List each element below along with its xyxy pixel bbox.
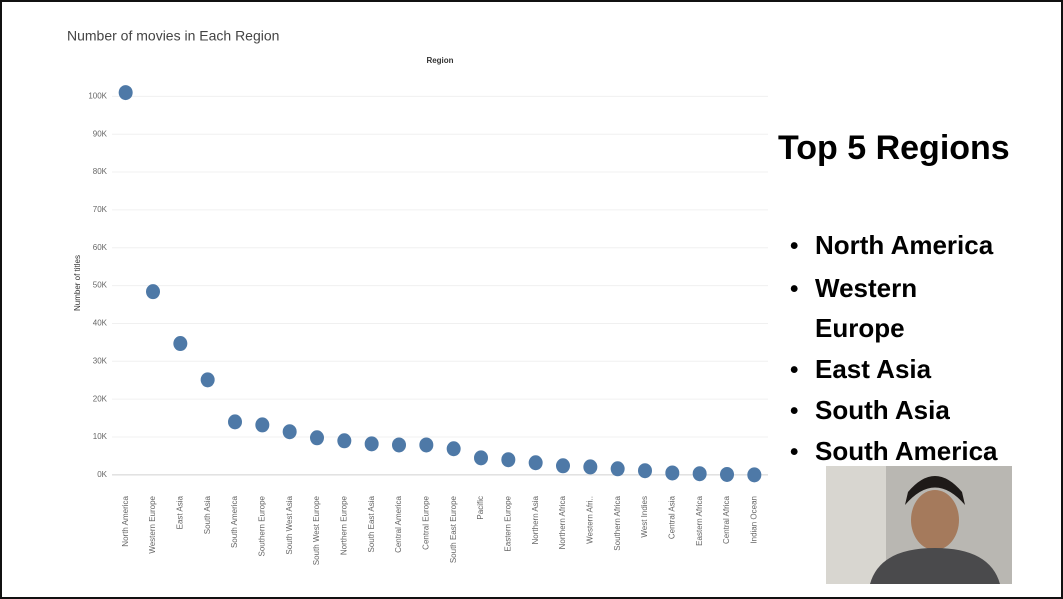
- x-tick-label: South West Europe: [312, 495, 321, 565]
- webcam-window: [826, 466, 886, 584]
- dot: [282, 424, 297, 440]
- dot: [173, 336, 188, 352]
- y-tick-label: 40K: [93, 319, 108, 328]
- y-tick-label: 90K: [93, 129, 108, 138]
- y-tick-label: 0K: [97, 470, 107, 479]
- webcam: [826, 466, 1012, 584]
- webcam-body: [870, 548, 1000, 584]
- dot: [392, 437, 406, 453]
- sidebar-item: North America: [815, 230, 994, 260]
- sidebar-item: Western: [815, 273, 917, 303]
- dot: [583, 459, 598, 475]
- y-tick-label: 50K: [93, 281, 108, 290]
- bullet: •: [790, 397, 798, 424]
- dot: [610, 461, 625, 477]
- x-tick-label: Western Europe: [148, 495, 157, 553]
- x-tick-label: East Asia: [175, 495, 184, 529]
- x-tick-label: Central Europe: [421, 495, 430, 549]
- x-tick-label: Central Asia: [667, 495, 676, 539]
- dot: [692, 466, 707, 482]
- dot: [310, 430, 324, 446]
- dot: [501, 452, 516, 468]
- sidebar-list: • North America • Western Europe • East Asia • S…: [790, 230, 998, 466]
- x-tick-label: Indian Ocean: [749, 496, 758, 544]
- x-tick-label: South Asia: [203, 495, 212, 534]
- x-tick-label: Southern Europe: [257, 495, 266, 556]
- y-tick-label: 70K: [93, 205, 108, 214]
- dot: [146, 284, 160, 300]
- sidebar-item: Europe: [815, 313, 905, 343]
- bullet: •: [790, 356, 798, 383]
- dot: [446, 441, 461, 457]
- chart-title: Number of movies in Each Region: [67, 28, 279, 44]
- bullet: •: [790, 438, 798, 465]
- x-tick-label: Western Afri..: [585, 496, 594, 544]
- x-tick-label: Central America: [394, 495, 403, 552]
- x-tick-label: Northern Asia: [531, 495, 540, 544]
- sidebar-item: South Asia: [815, 395, 950, 425]
- x-tick-label: West Indies: [640, 496, 649, 538]
- dot: [337, 433, 352, 449]
- dot: [419, 437, 434, 453]
- dot: [747, 467, 762, 483]
- x-tick-label: South East Asia: [367, 495, 376, 552]
- webcam-face: [911, 490, 959, 550]
- dot: [665, 465, 680, 481]
- x-tick-label: Eastern Europe: [503, 495, 512, 551]
- y-tick-label: 30K: [93, 356, 108, 365]
- x-tick-label: Northern Europe: [339, 495, 348, 555]
- y-tick-label: 10K: [93, 432, 108, 441]
- dot: [228, 414, 242, 430]
- sidebar-item: East Asia: [815, 354, 932, 384]
- webcam-hair: [905, 476, 965, 505]
- dot: [528, 455, 543, 471]
- x-tick-label: North America: [121, 495, 130, 546]
- y-tick-label: 20K: [93, 394, 108, 403]
- x-tick-label: Southern Africa: [613, 495, 622, 550]
- x-tick-label: Pacific: [476, 496, 485, 520]
- dot: [638, 463, 652, 479]
- y-tick-label: 80K: [93, 167, 108, 176]
- dot: [200, 372, 215, 388]
- dot: [118, 85, 133, 101]
- x-axis-title: Region: [426, 56, 453, 65]
- dot: [364, 436, 379, 452]
- x-tick-label: South America: [230, 495, 239, 548]
- x-tick-label: Central Africa: [722, 495, 731, 544]
- y-tick-label: 100K: [88, 91, 107, 100]
- y-tick-label: 60K: [93, 243, 108, 252]
- sidebar-item: South America: [815, 436, 998, 466]
- dot: [556, 458, 570, 474]
- dot: [474, 450, 488, 466]
- x-tick-label: Northern Africa: [558, 495, 567, 549]
- bullet: •: [790, 232, 798, 259]
- y-axis-title: Number of titles: [73, 255, 82, 311]
- x-tick-label: Eastern Africa: [695, 495, 704, 545]
- dot: [255, 417, 270, 433]
- x-tick-label: South West Asia: [285, 495, 294, 554]
- dot: [720, 466, 734, 482]
- sidebar-heading: Top 5 Regions: [778, 129, 1010, 167]
- x-tick-label: South East Europe: [449, 495, 458, 563]
- bullet: •: [790, 275, 798, 302]
